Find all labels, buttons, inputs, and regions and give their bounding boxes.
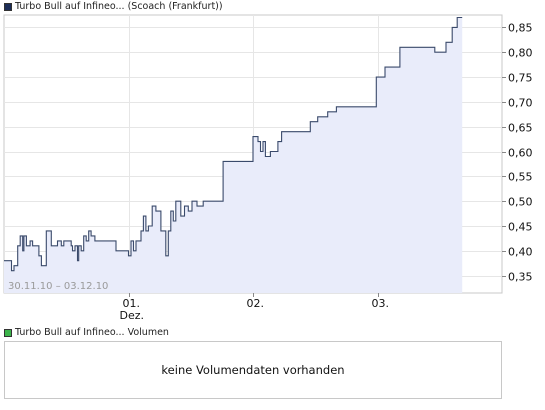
y-tick-label: 0,75 bbox=[508, 72, 533, 85]
y-tick-label: 0,50 bbox=[508, 196, 533, 209]
volume-legend: Turbo Bull auf Infineo... Volumen bbox=[4, 327, 169, 338]
price-line bbox=[4, 16, 463, 272]
price-area bbox=[4, 17, 463, 293]
y-tick-label: 0,35 bbox=[508, 271, 533, 284]
no-volume-data-message: keine Volumendaten vorhanden bbox=[161, 363, 345, 377]
y-tick-label: 0,65 bbox=[508, 122, 533, 135]
y-tick-label: 0,70 bbox=[508, 97, 533, 110]
y-tick-label: 0,40 bbox=[508, 246, 533, 259]
x-tick-label: 02. bbox=[247, 297, 265, 310]
price-legend-swatch bbox=[4, 2, 12, 11]
volume-panel: keine Volumendaten vorhanden bbox=[4, 341, 502, 399]
x-tick-label: 03. bbox=[372, 297, 390, 310]
x-tick-label: 01. bbox=[123, 297, 141, 310]
price-chart: 0,35 0,40 0,45 0,50 0,55 0,60 0,65 0,70 0,75 0,80… bbox=[3, 14, 533, 322]
price-legend: Turbo Bull auf Infineo... (Scoach (Frank… bbox=[4, 1, 223, 12]
volume-legend-label: Turbo Bull auf Infineo... Volumen bbox=[15, 327, 169, 338]
y-tick-label: 0,85 bbox=[508, 22, 533, 35]
y-tick-label: 0,55 bbox=[508, 171, 533, 184]
volume-legend-swatch bbox=[4, 328, 12, 337]
y-tick-label: 0,45 bbox=[508, 221, 533, 234]
y-tick-label: 0,80 bbox=[508, 47, 533, 60]
y-tick-label: 0,60 bbox=[508, 147, 533, 160]
date-range-label: 30.11.10 – 03.12.10 bbox=[8, 281, 108, 292]
x-tick-sublabel: Dez. bbox=[120, 309, 145, 322]
price-legend-label: Turbo Bull auf Infineo... (Scoach (Frank… bbox=[15, 1, 223, 12]
